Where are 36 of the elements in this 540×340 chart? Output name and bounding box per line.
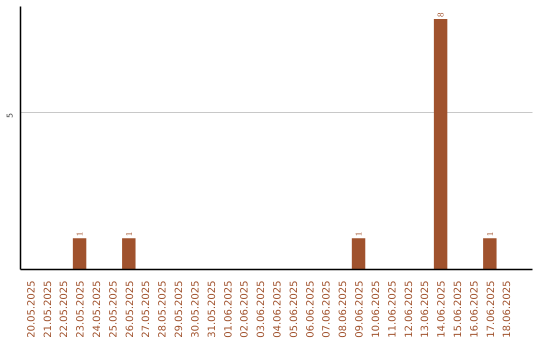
x-tick-label: 27.05.2025: [141, 280, 152, 338]
x-tick-label: 11.06.2025: [387, 280, 398, 338]
x-tick-label: 13.06.2025: [420, 280, 432, 338]
x-tick-label: 09.06.2025: [354, 280, 366, 338]
x-tick-label: 24.05.2025: [92, 280, 103, 338]
data-label: 8: [436, 12, 446, 18]
data-label: 1: [484, 232, 495, 236]
data-label: 1: [124, 232, 134, 236]
x-tick-label: 23.05.2025: [76, 280, 87, 338]
x-tick-label: 12.06.2025: [404, 280, 415, 338]
x-tick-label: 01.06.2025: [223, 280, 234, 338]
x-tick-label: 06.06.2025: [305, 280, 316, 338]
x-tick-label: 02.06.2025: [240, 280, 251, 338]
x-tick-label: 03.06.2025: [256, 280, 268, 338]
x-tick-label: 14.06.2025: [436, 280, 448, 338]
data-label: 1: [74, 232, 85, 236]
x-tick-label: 29.05.2025: [174, 280, 186, 338]
x-tick-label: 18.06.2025: [502, 280, 514, 338]
x-tick-label: 10.06.2025: [370, 280, 382, 338]
x-tick-label: 07.06.2025: [322, 280, 333, 338]
data-label: 1: [354, 232, 364, 236]
y-tick-label: 5: [6, 112, 14, 118]
x-tick-label: 17.06.2025: [486, 280, 497, 338]
x-tick-label: 20.05.2025: [26, 280, 38, 338]
x-tick-label: 30.05.2025: [190, 280, 202, 338]
x-tick-label: 15.06.2025: [453, 280, 464, 338]
x-tick-label: 31.05.2025: [206, 280, 218, 338]
x-tick-label: 08.06.2025: [338, 280, 350, 338]
x-tick-label: 05.06.2025: [288, 280, 300, 338]
x-tick-label: 28.05.2025: [158, 280, 169, 338]
x-tick-label: 22.05.2025: [59, 280, 70, 338]
x-tick-label: 04.06.2025: [272, 280, 284, 338]
x-tick-label: 16.06.2025: [469, 280, 480, 338]
x-tick-label: 21.05.2025: [42, 280, 54, 338]
x-tick-label: 26.05.2025: [124, 280, 136, 338]
x-tick-label: 25.05.2025: [108, 280, 120, 338]
